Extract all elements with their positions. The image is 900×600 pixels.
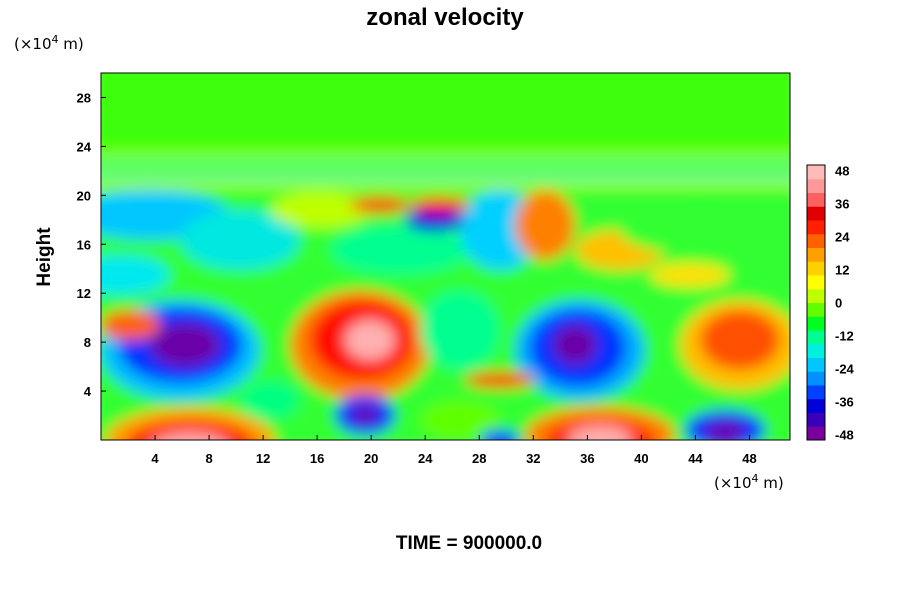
colorbar-tick-label: -36	[835, 395, 854, 410]
colorbar-tick-label: -24	[835, 362, 855, 377]
colorbar-swatch	[807, 398, 825, 413]
x-tick-label: 8	[205, 451, 212, 466]
colorbar-swatch	[807, 343, 825, 358]
x-tick-label: 16	[310, 451, 324, 466]
colorbar-swatch	[807, 412, 825, 427]
heatmap-field	[101, 73, 790, 440]
colorbar-tick-label: -48	[835, 428, 854, 443]
colorbar-swatch	[807, 178, 825, 193]
y-tick-label: 20	[77, 188, 91, 203]
x-tick-label: 28	[472, 451, 486, 466]
colorbar-swatch	[807, 357, 825, 372]
y-unit-label: (×104 m)	[14, 33, 84, 53]
colorbar-swatch	[807, 206, 825, 221]
y-tick-label: 12	[77, 286, 91, 301]
colorbar-swatch	[807, 233, 825, 248]
colorbar-swatch	[807, 371, 825, 386]
y-tick-label: 8	[84, 335, 91, 350]
x-tick-label: 4	[151, 451, 159, 466]
chart-title: zonal velocity	[366, 4, 524, 31]
colorbar-tick-label: 0	[835, 296, 842, 311]
x-axis-ticks: 4 8 12 16 20 24 28 32 36 40 44 48	[151, 435, 757, 466]
colorbar-swatch	[807, 426, 825, 441]
y-tick-label: 24	[77, 139, 92, 154]
y-axis-label: Height	[34, 227, 55, 287]
x-tick-label: 36	[580, 451, 594, 466]
x-tick-label: 48	[742, 451, 756, 466]
colorbar-swatch	[807, 316, 825, 331]
colorbar-swatch	[807, 220, 825, 235]
x-unit-label: (×104 m)	[714, 472, 784, 492]
x-tick-label: 12	[256, 451, 270, 466]
colorbar-swatch	[807, 288, 825, 303]
colorbar-swatch	[807, 302, 825, 317]
colorbar-frame	[806, 164, 826, 441]
y-tick-label: 16	[77, 237, 91, 252]
x-tick-label: 24	[418, 451, 433, 466]
x-tick-label: 32	[526, 451, 540, 466]
y-tick-label: 4	[84, 384, 92, 399]
colorbar-tick-label: -12	[835, 329, 854, 344]
colorbar-swatch	[807, 165, 825, 180]
y-tick-label: 28	[77, 90, 91, 105]
colorbar-tick-label: 48	[835, 164, 849, 179]
colorbar-swatch	[807, 275, 825, 290]
time-label: TIME = 900000.0	[396, 533, 542, 554]
x-tick-label: 44	[688, 451, 703, 466]
colorbar-swatch	[807, 330, 825, 345]
colorbar-swatch	[807, 247, 825, 262]
colorbar-tick-label: 24	[835, 230, 850, 245]
colorbar-swatch	[807, 261, 825, 276]
plot-frame	[100, 72, 791, 441]
colorbar	[806, 164, 826, 441]
colorbar-tick-label: 12	[835, 263, 849, 278]
y-axis-ticks: 4 8 12 16 20 24 28	[77, 90, 106, 399]
x-tick-label: 20	[364, 451, 378, 466]
colorbar-swatch	[807, 192, 825, 207]
colorbar-swatch	[807, 385, 825, 400]
colorbar-tick-label: 36	[835, 197, 849, 212]
colorbar-ticks: 48 36 24 12 0 -12 -24 -36 -48	[835, 164, 855, 443]
x-tick-label: 40	[634, 451, 648, 466]
